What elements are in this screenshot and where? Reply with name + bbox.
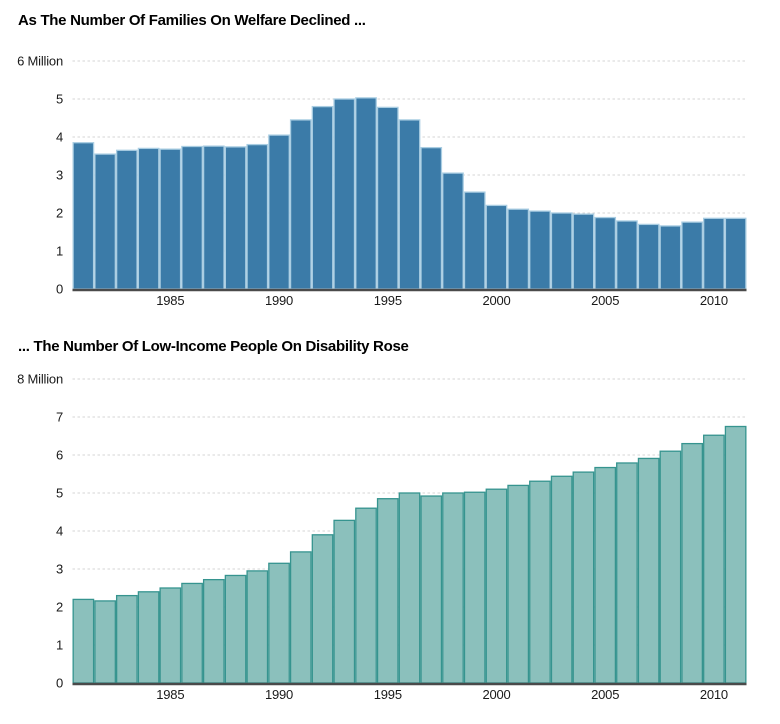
bar-1999 — [463, 191, 486, 290]
y-tick-label-0: 0 — [56, 676, 63, 691]
bar-1986 — [181, 582, 203, 684]
bar-2000 — [485, 488, 508, 684]
bar-1994 — [355, 97, 377, 290]
bar-1985 — [159, 587, 182, 684]
y-tick-label-3: 3 — [56, 562, 63, 577]
bar-1991 — [289, 551, 312, 684]
bar-2011 — [724, 217, 747, 290]
bar-1994 — [355, 507, 377, 684]
bar-1995 — [376, 498, 399, 684]
bar-2009 — [681, 221, 704, 290]
bar-1992 — [311, 534, 334, 684]
bar-1991 — [289, 119, 312, 290]
bar-1987 — [202, 145, 225, 290]
y-tick-label-0: 0 — [56, 282, 63, 297]
x-tick-label-2010: 2010 — [700, 687, 728, 702]
bar-2005 — [594, 216, 617, 290]
y-tick-label-6: 6 Million — [17, 54, 63, 69]
y-tick-label-2: 2 — [56, 206, 63, 221]
x-tick-label-2005: 2005 — [591, 687, 619, 702]
y-tick-label-4: 4 — [56, 130, 63, 145]
bar-1997 — [420, 146, 443, 290]
disability-chart: 0 1 2 3 4 5 6 7 8 Million 1985 1990 1995 2000 2005 201… — [17, 372, 747, 702]
bar-2010 — [703, 434, 725, 684]
bar-2010 — [703, 217, 725, 290]
bar-1987 — [202, 578, 225, 684]
x-tick-label-1985: 1985 — [156, 293, 184, 308]
bar-2009 — [681, 442, 704, 684]
bar-1982 — [94, 600, 116, 684]
bar-2002 — [529, 210, 551, 290]
y-tick-label-1: 1 — [56, 638, 63, 653]
x-tick-label-1995: 1995 — [374, 293, 402, 308]
y-tick-label-5: 5 — [56, 92, 63, 107]
bar-2004 — [572, 471, 595, 684]
bar-1988 — [224, 146, 247, 290]
bar-1983 — [115, 149, 138, 290]
bar-2007 — [637, 223, 660, 290]
x-tick-label-2010: 2010 — [700, 293, 728, 308]
x-tick-label-1990: 1990 — [265, 687, 293, 702]
welfare-chart: 0 1 2 3 4 5 6 Million 1985 1990 1995 2000 2005 2010 — [17, 54, 747, 308]
bar-1990 — [268, 562, 290, 684]
x-tick-label-2000: 2000 — [482, 293, 510, 308]
bar-2003 — [550, 475, 573, 684]
bar-1998 — [442, 172, 464, 290]
bar-2007 — [637, 457, 660, 684]
disability-chart-title: ... The Number Of Low-Income People On D… — [18, 338, 409, 355]
bar-2000 — [485, 204, 508, 290]
bar-2005 — [594, 466, 617, 684]
y-tick-label-1: 1 — [56, 244, 63, 259]
bar-1996 — [398, 492, 421, 684]
bar-1990 — [268, 134, 290, 290]
bar-1984 — [137, 147, 160, 290]
bar-1985 — [159, 148, 182, 290]
bar-1997 — [420, 495, 443, 684]
bar-2008 — [659, 225, 682, 290]
y-tick-label-2: 2 — [56, 600, 63, 615]
bar-1993 — [333, 98, 356, 290]
bar-1983 — [115, 594, 138, 684]
y-tick-label-3: 3 — [56, 168, 63, 183]
y-tick-label-6: 6 — [56, 448, 63, 463]
bar-2001 — [507, 208, 530, 290]
bar-1999 — [463, 491, 486, 684]
bar-1989 — [246, 570, 269, 684]
y-tick-label-5: 5 — [56, 486, 63, 501]
y-tick-label-8: 8 Million — [17, 372, 63, 387]
bar-1988 — [224, 574, 247, 684]
bar-1982 — [94, 153, 116, 290]
x-tick-label-1990: 1990 — [265, 293, 293, 308]
bar-2001 — [507, 484, 530, 684]
bar-1981 — [72, 598, 95, 684]
bar-1996 — [398, 119, 421, 290]
welfare-chart-title: As The Number Of Families On Welfare Dec… — [18, 12, 366, 29]
bar-1989 — [246, 143, 269, 290]
bar-1998 — [442, 492, 464, 684]
x-tick-label-2000: 2000 — [482, 687, 510, 702]
bar-2004 — [572, 213, 595, 290]
bar-1984 — [137, 591, 160, 684]
bar-1992 — [311, 105, 334, 290]
bar-2006 — [616, 220, 638, 290]
bar-1995 — [376, 106, 399, 290]
bar-2008 — [659, 450, 682, 684]
y-tick-label-7: 7 — [56, 410, 63, 425]
x-tick-label-2005: 2005 — [591, 293, 619, 308]
bar-1986 — [181, 145, 203, 290]
x-tick-label-1995: 1995 — [374, 687, 402, 702]
bar-2002 — [529, 480, 551, 684]
bar-1981 — [72, 142, 95, 290]
bar-2011 — [724, 425, 747, 684]
y-tick-label-4: 4 — [56, 524, 63, 539]
bar-2003 — [550, 212, 573, 290]
bar-2006 — [616, 462, 638, 684]
x-tick-label-1985: 1985 — [156, 687, 184, 702]
bar-1993 — [333, 519, 356, 684]
